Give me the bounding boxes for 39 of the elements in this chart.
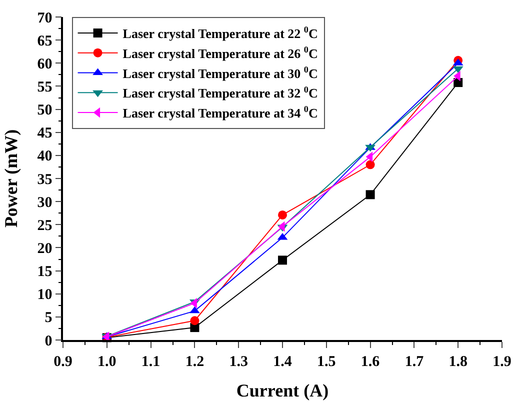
point [190, 306, 200, 314]
legend-label: Laser crystal Temperature at 26 $^{0}$C [122, 44, 318, 61]
point [366, 160, 375, 170]
y-tick-label: 15 [37, 264, 52, 280]
legend-label: Laser crystal Temperature at 30 $^{0}$C [122, 64, 318, 81]
x-tick-label: 1.7 [404, 354, 424, 370]
y-tick-label: 5 [44, 310, 52, 326]
y-tick-label: 25 [37, 218, 52, 234]
legend-label: Laser crystal Temperature at 32 $^{0}$C [122, 84, 318, 101]
y-tick-label: 55 [37, 79, 52, 96]
y-tick-label: 10 [37, 287, 52, 304]
x-tick-label: 1.5 [317, 354, 336, 370]
x-tick-label: 1.3 [229, 354, 248, 370]
y-tick-label: 40 [37, 148, 52, 165]
x-tick-label: 1.6 [360, 354, 380, 370]
x-tick-label: 1.8 [448, 354, 468, 370]
x-axis-title: Current (A) [236, 380, 329, 400]
y-axis-title: Power (mW) [0, 129, 21, 228]
point [190, 316, 200, 326]
point [366, 190, 375, 200]
point [278, 256, 287, 265]
x-tick-label: 1.9 [492, 354, 512, 370]
y-tick-label: 70 [37, 10, 52, 26]
y-tick-label: 20 [37, 240, 52, 257]
y-tick-label: 50 [37, 102, 52, 119]
point [278, 210, 287, 220]
y-tick-label: 60 [37, 56, 52, 72]
x-tick-label: 1.2 [185, 354, 204, 370]
legend-label: Laser crystal Temperature at 34 $^{0}$C [122, 104, 318, 121]
y-tick-label: 0 [44, 333, 52, 350]
y-tick-label: 30 [37, 194, 52, 211]
y-tick-label: 45 [37, 126, 52, 142]
legend-label: Laser crystal Temperature at 22 $^{0}$C [122, 24, 318, 42]
y-tick-label: 65 [37, 33, 52, 50]
x-tick-label: 1.0 [98, 354, 116, 370]
x-tick-label: 1.1 [141, 354, 160, 370]
x-tick-label: 0.9 [54, 354, 72, 370]
x-tick-label: 1.4 [273, 354, 292, 370]
y-tick-label: 35 [37, 172, 52, 188]
